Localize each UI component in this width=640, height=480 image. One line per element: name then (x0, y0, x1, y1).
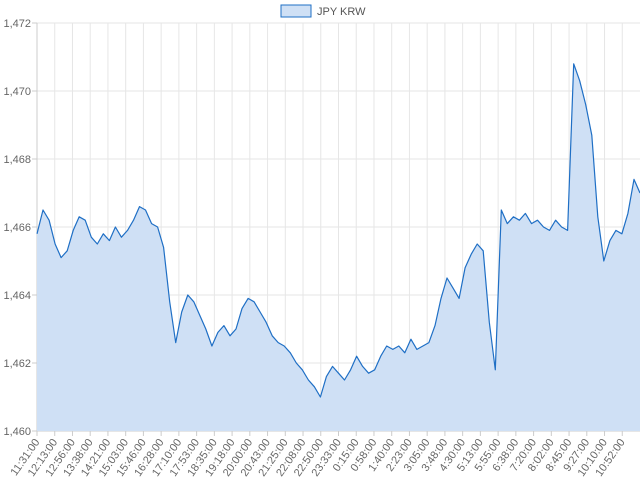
legend-label: JPY KRW (317, 6, 366, 18)
y-tick-label: 1,468 (3, 154, 31, 166)
y-axis: 1,460 1,462 1,464 1,466 1,468 1,470 1,472 (3, 18, 38, 438)
y-tick-label: 1,464 (3, 290, 31, 302)
y-tick-label: 1,470 (3, 86, 31, 98)
y-tick-label: 1,460 (3, 426, 31, 438)
plot-area (36, 63, 640, 432)
series-area (37, 63, 640, 432)
y-tick-label: 1,462 (3, 358, 31, 370)
y-tick-label: 1,472 (3, 18, 31, 30)
legend[interactable]: JPY KRW (280, 4, 366, 18)
y-tick-label: 1,466 (3, 222, 31, 234)
series-line (36, 63, 640, 398)
legend-swatch (280, 4, 312, 18)
x-axis: 11:31:0012:13:0012:56:0013:38:0014:21:00… (9, 430, 640, 479)
